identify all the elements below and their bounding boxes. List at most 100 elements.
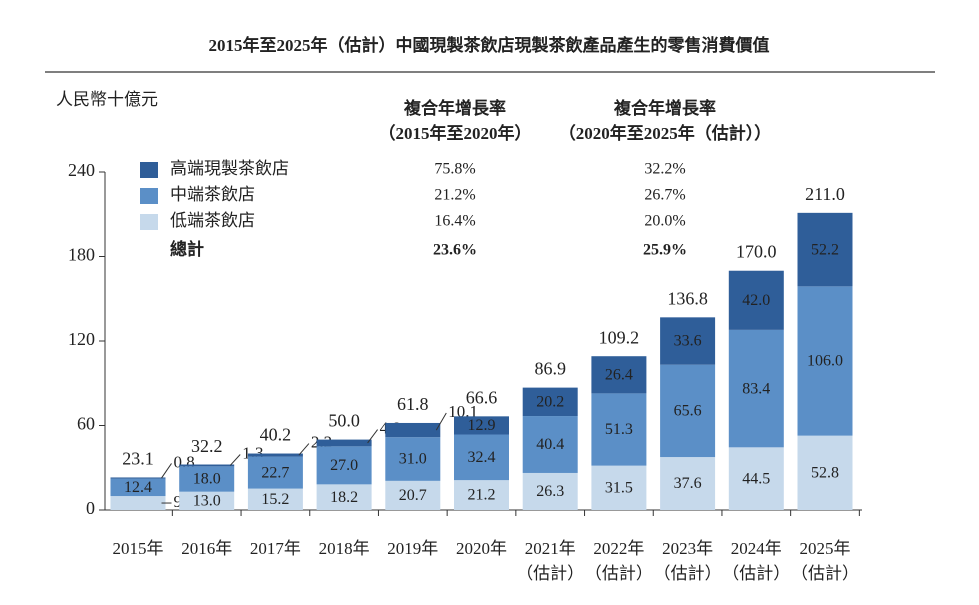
legend-swatch [140,188,158,204]
chart-title: 2015年至2025年（估計）中國現製茶飲店現製茶飲產品產生的零售消費價值 [209,35,770,55]
bar-segment [385,480,441,510]
value-label: 33.6 [674,333,702,350]
bar-segment [660,364,716,458]
bar-segment [728,329,784,448]
x-tick-label: 2019年 [387,539,438,558]
y-tick-label: 0 [86,498,95,518]
cagr-value: 16.4% [434,213,475,230]
value-label: 18.0 [193,471,221,488]
value-label: 51.3 [605,421,633,438]
x-tick-label: 2017年 [250,539,301,558]
leader-line [229,454,241,466]
bar-segment [728,270,784,330]
bar-segment [110,477,166,479]
y-tick-label: 120 [68,329,95,349]
value-label: 31.5 [605,479,633,496]
x-tick-label: 2015年 [113,539,164,558]
cagr-value: 20.0% [644,213,685,230]
total-label: 109.2 [599,327,640,347]
cagr-value: 75.8% [434,161,475,178]
value-label: 42.0 [742,292,770,309]
total-label: 40.2 [260,425,292,445]
total-label: 136.8 [667,288,708,308]
legend-label: 中端茶飲店 [170,185,255,204]
value-label: 15.2 [261,491,289,508]
legend-label: 高端現製茶飲店 [170,159,289,178]
bar-segment [797,435,853,510]
total-label: 66.6 [466,387,498,407]
cagr-header: 複合年增長率 [403,98,506,118]
x-tick-label: 2020年 [456,539,507,558]
value-label: 37.6 [674,475,702,492]
y-tick-label: 60 [77,414,95,434]
bar-segment [728,447,784,510]
leader-line [367,429,379,444]
total-label: 211.0 [805,184,845,204]
total-label: 61.8 [397,394,429,414]
bar-segment [179,466,235,492]
cagr-value: 32.2% [644,161,685,178]
legend-swatch [140,162,158,178]
bar-segment [454,416,509,435]
y-axis-label: 人民幣十億元 [56,90,158,109]
leader-line [435,412,447,431]
bar-segment [316,446,372,485]
value-label: 44.5 [742,470,770,487]
bar-segment [385,422,441,438]
leader-line [298,443,310,456]
bar-segment [660,457,716,510]
x-tick-label: 2022年（估計） [585,539,653,583]
bar-segment [797,286,853,436]
total-label: 170.0 [736,242,777,262]
x-tick-label: 2025年（估計） [791,539,859,583]
bar-segment [247,456,303,489]
bar-segment [247,488,303,510]
value-label: 20.2 [536,394,564,411]
value-label: 52.2 [811,241,839,258]
x-tick-label: 2021年（估計） [516,539,584,583]
bar-segment [454,434,509,481]
bar-segment [247,453,303,457]
value-label: 20.7 [399,487,427,504]
value-label: 32.4 [468,449,496,466]
value-label: 26.4 [605,366,633,383]
cagr-total: 23.6% [433,242,477,259]
bar-segment [591,393,647,466]
cagr-total: 25.9% [643,242,687,259]
bar-segment [797,212,853,287]
value-label: 22.7 [261,464,289,481]
total-label: 50.0 [328,411,360,431]
value-label: 27.0 [330,457,358,474]
x-tick-label: 2016年 [181,539,232,558]
y-tick-label: 240 [68,160,95,180]
x-tick-label: 2023年（估計） [654,539,722,583]
cagr-value: 21.2% [434,187,475,204]
bar-segment [522,472,578,510]
x-tick-label: 2018年 [319,539,370,558]
cagr-value: 26.7% [644,187,685,204]
legend-label: 低端茶飲店 [170,211,255,230]
x-tick-label: 2024年（估計） [722,539,790,583]
bar-segment [179,464,235,467]
value-label: 52.8 [811,464,839,481]
cagr-header: 複合年增長率 [613,98,716,118]
total-label: 23.1 [122,449,154,469]
total-label: 86.9 [534,359,566,379]
value-label: 18.2 [330,489,358,506]
value-label: 12.4 [124,479,152,496]
bar-segment [522,387,578,417]
bar-segment [385,437,441,481]
legend-swatch [140,214,158,230]
value-label: 106.0 [807,353,843,370]
value-label: 12.9 [468,417,496,434]
value-label: 26.3 [536,483,564,500]
y-tick-label: 180 [68,245,95,265]
value-label: 65.6 [674,403,702,420]
bar-segment [316,484,372,510]
bar-segment [316,439,372,447]
value-label: 31.0 [399,451,427,468]
bar-segment [110,496,166,510]
total-label: 32.2 [191,436,223,456]
bar-segment [591,356,647,394]
